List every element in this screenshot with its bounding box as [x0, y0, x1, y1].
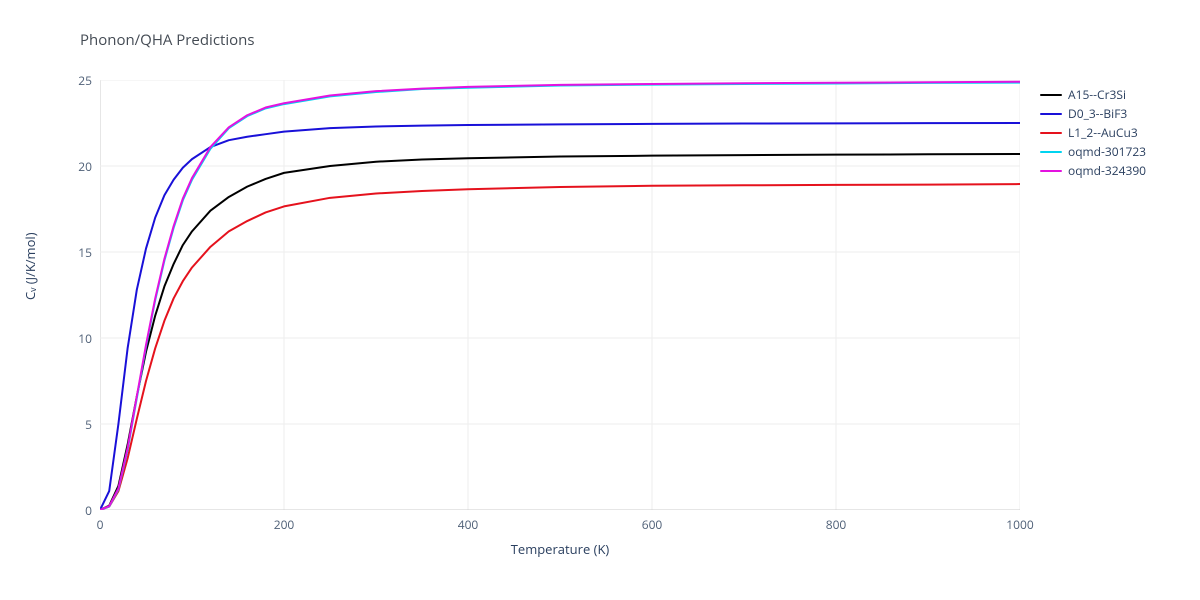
y-tick-label: 25: [60, 72, 92, 89]
legend-swatch: [1040, 94, 1062, 96]
legend-item[interactable]: A15--Cr3Si: [1040, 85, 1146, 104]
x-tick-label: 400: [448, 516, 488, 533]
series-line[interactable]: [100, 154, 1020, 510]
legend-label: D0_3--BiF3: [1068, 105, 1127, 122]
y-tick-label: 5: [60, 416, 92, 433]
legend-swatch: [1040, 113, 1062, 115]
series-line[interactable]: [100, 83, 1020, 510]
legend-swatch: [1040, 151, 1062, 153]
plot-area[interactable]: [100, 80, 1020, 510]
y-tick-label: 10: [60, 330, 92, 347]
legend-label: oqmd-324390: [1068, 162, 1146, 179]
legend-label: oqmd-301723: [1068, 143, 1146, 160]
legend-swatch: [1040, 170, 1062, 172]
legend-swatch: [1040, 132, 1062, 134]
y-axis-label: Cᵥ (J/K/mol): [21, 280, 39, 300]
legend-label: L1_2--AuCu3: [1068, 124, 1138, 141]
x-axis-label: Temperature (K): [100, 540, 1020, 558]
legend-item[interactable]: D0_3--BiF3: [1040, 104, 1146, 123]
series-line[interactable]: [100, 184, 1020, 510]
y-tick-label: 20: [60, 158, 92, 175]
chart-container: { "chart": { "type": "line", "title": "P…: [0, 0, 1200, 600]
x-tick-label: 200: [264, 516, 304, 533]
chart-title: Phonon/QHA Predictions: [80, 30, 255, 50]
legend-item[interactable]: L1_2--AuCu3: [1040, 123, 1146, 142]
series-line[interactable]: [100, 123, 1020, 510]
x-tick-label: 1000: [1000, 516, 1040, 533]
y-tick-label: 15: [60, 244, 92, 261]
legend-item[interactable]: oqmd-301723: [1040, 142, 1146, 161]
x-tick-label: 800: [816, 516, 856, 533]
legend-label: A15--Cr3Si: [1068, 86, 1126, 103]
legend-item[interactable]: oqmd-324390: [1040, 161, 1146, 180]
legend[interactable]: A15--Cr3Si D0_3--BiF3 L1_2--AuCu3 oqmd-3017…: [1040, 85, 1146, 180]
x-tick-label: 600: [632, 516, 672, 533]
y-tick-label: 0: [60, 502, 92, 519]
series-line[interactable]: [100, 82, 1020, 510]
